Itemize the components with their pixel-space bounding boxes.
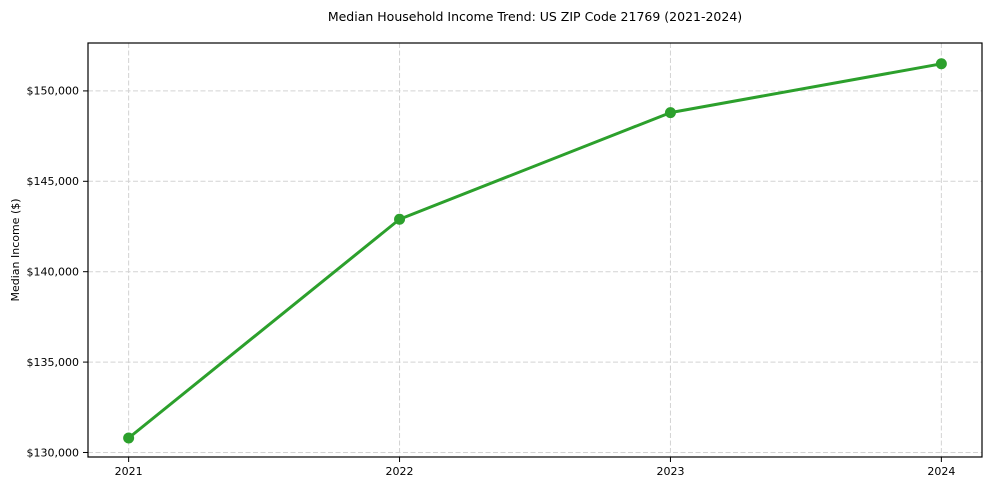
x-tick-label: 2024 bbox=[927, 465, 955, 478]
y-tick-label: $150,000 bbox=[27, 85, 80, 98]
plot-border bbox=[87, 42, 983, 458]
y-axis-label: Median Income ($) bbox=[9, 198, 22, 301]
plot-area: 2021 2022 2023 2024 $130,000 $135,000 $140,000… bbox=[27, 42, 983, 478]
x-tick-label: 2022 bbox=[386, 465, 414, 478]
y-tick-label: $145,000 bbox=[27, 175, 80, 188]
y-tick-label: $135,000 bbox=[27, 356, 80, 369]
data-point-2024 bbox=[935, 58, 947, 70]
data-point-2021 bbox=[123, 432, 135, 444]
x-tick-label: 2023 bbox=[656, 465, 684, 478]
data-point-2023 bbox=[664, 107, 676, 119]
x-tick-label: 2021 bbox=[115, 465, 143, 478]
y-tick-label: $130,000 bbox=[27, 446, 80, 459]
chart-title: Median Household Income Trend: US ZIP Co… bbox=[328, 9, 742, 24]
y-tick-label: $140,000 bbox=[27, 265, 80, 278]
trend-line bbox=[127, 62, 943, 440]
data-point-2022 bbox=[394, 213, 406, 225]
